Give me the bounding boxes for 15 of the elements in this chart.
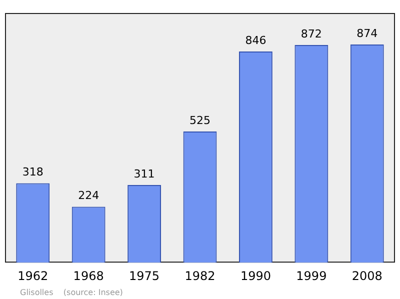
x-tick-label: 2008	[352, 268, 382, 283]
data-label: 872	[300, 27, 322, 40]
data-label: 846	[245, 34, 266, 47]
data-label: 311	[134, 167, 155, 180]
data-label: 874	[356, 26, 378, 40]
x-tick-label: 1999	[296, 268, 327, 283]
text: Glisolles (source: Insee)	[20, 288, 123, 298]
x-tick-label: 1962	[18, 268, 48, 283]
x-tick-label: 1968	[73, 268, 104, 283]
data-label: 525	[190, 114, 210, 127]
x-tick-label: 1990	[240, 268, 271, 283]
x-tick-label: 1975	[129, 268, 160, 283]
x-tick-label: 1982	[184, 268, 216, 283]
data-label: 318	[22, 166, 44, 179]
data-label: 224	[78, 189, 100, 202]
